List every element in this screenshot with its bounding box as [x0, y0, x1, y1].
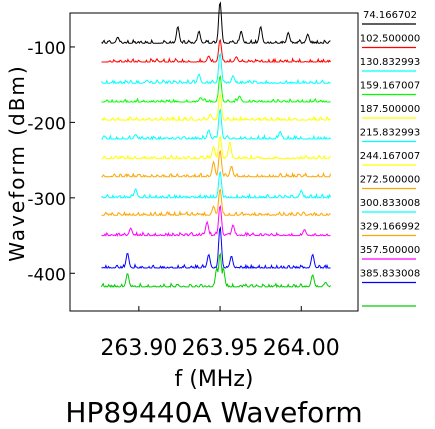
series-line — [101, 93, 331, 122]
series-line — [101, 52, 331, 85]
x-axis-label: f (MHz) — [175, 367, 254, 392]
plot-frame — [69, 12, 359, 312]
series-line — [101, 226, 331, 270]
y-tick-label: -100 — [27, 39, 66, 59]
chart-title: HP89440A Waveform — [65, 396, 362, 429]
series-line — [101, 149, 331, 179]
legend-label: 130.832993 — [360, 57, 420, 68]
legend-label: 272.500000 — [360, 175, 420, 186]
y-tick-label: -400 — [27, 265, 66, 285]
legend: 74.166702 102.500000 130.832993 159.167007 1… — [360, 10, 420, 307]
legend-label: 385.833008 — [360, 269, 420, 280]
y-ticks: -100 -200 -300 -400 — [27, 39, 75, 285]
x-tick-label: 263.95 — [182, 336, 259, 361]
x-tick-label: 263.90 — [100, 336, 177, 361]
legend-label: 159.167007 — [360, 81, 420, 92]
legend-label: 244.167007 — [360, 151, 420, 162]
series-line — [101, 108, 331, 141]
series-line — [101, 170, 331, 200]
x-tick-label: 264.00 — [263, 336, 340, 361]
series-line — [101, 75, 331, 104]
y-axis-label: Waveform (dBm) — [5, 64, 29, 261]
legend-label: 300.833008 — [360, 198, 420, 209]
series-line — [101, 38, 331, 64]
legend-label: 215.832993 — [360, 128, 420, 139]
legend-label: 74.166702 — [363, 10, 417, 21]
legend-label: 102.500000 — [360, 34, 420, 45]
series-line — [101, 252, 331, 289]
legend-label: 187.500000 — [360, 104, 420, 115]
series-line — [101, 135, 331, 160]
legend-label: 357.500000 — [360, 245, 420, 256]
series-line — [101, 204, 331, 238]
series-line — [101, 188, 331, 217]
x-ticks: 263.90 263.95 264.00 — [100, 306, 340, 361]
series-line — [101, 1, 331, 45]
series-layer — [101, 1, 331, 289]
y-tick-label: -300 — [27, 190, 66, 210]
y-tick-label: -200 — [27, 114, 66, 134]
legend-label: 329.166992 — [360, 222, 420, 233]
